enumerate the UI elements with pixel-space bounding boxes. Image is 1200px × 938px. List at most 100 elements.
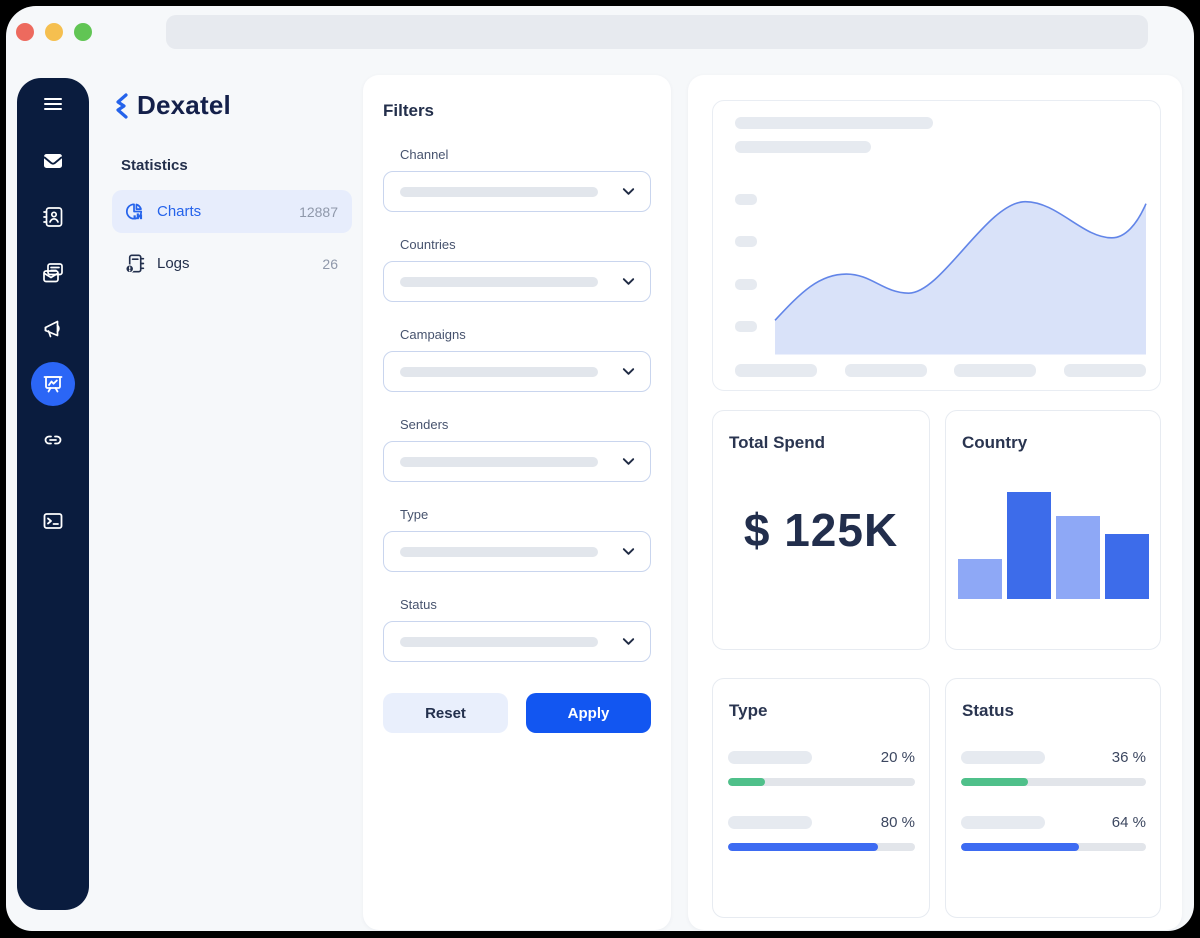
progress-fill	[961, 778, 1028, 786]
progress-percent: 80 %	[880, 813, 915, 831]
chevron-down-icon	[622, 278, 635, 285]
countries-select[interactable]	[383, 261, 651, 302]
type-card: Type 20 % 80 %	[712, 678, 930, 918]
progress-fill	[728, 778, 766, 786]
progress-percent: 20 %	[880, 748, 915, 766]
apply-button[interactable]: Apply	[526, 693, 651, 733]
progress-label-skeleton	[961, 815, 1045, 829]
progress-percent: 64 %	[1111, 813, 1146, 831]
filter-group-senders: Senders	[383, 417, 651, 482]
select-value-skeleton	[400, 636, 598, 647]
nav-item-label: Logs	[157, 255, 190, 272]
terminal-icon[interactable]	[41, 509, 65, 533]
x-tick-skeleton	[845, 364, 927, 377]
contacts-icon[interactable]	[41, 205, 65, 229]
overview-chart-card	[712, 100, 1161, 391]
bar	[958, 559, 1002, 599]
status-select[interactable]	[383, 621, 651, 662]
total-spend-card: Total Spend $ 125K	[712, 410, 930, 650]
senders-select[interactable]	[383, 441, 651, 482]
sidebar	[17, 78, 89, 910]
progress-row: 36 %	[961, 747, 1146, 786]
progress-row: 20 %	[728, 747, 915, 786]
bar	[1007, 492, 1051, 599]
nav-item-logs[interactable]: Logs 26	[112, 242, 352, 285]
select-value-skeleton	[400, 546, 598, 557]
area-chart	[774, 200, 1147, 355]
filter-group-campaigns: Campaigns	[383, 327, 651, 392]
filters-title: Filters	[383, 101, 435, 120]
campaigns-select[interactable]	[383, 351, 651, 392]
statistics-board-icon[interactable]	[31, 362, 75, 406]
app-window: Dexatel Statistics Charts 12887 Logs 26 …	[6, 6, 1194, 931]
filter-label: Senders	[400, 417, 449, 432]
progress-fill	[961, 843, 1080, 851]
bar	[1105, 534, 1149, 599]
country-card: Country	[945, 410, 1161, 650]
select-value-skeleton	[400, 186, 598, 197]
filters-panel: Filters Channel Countries Campaigns	[363, 75, 671, 930]
channel-select[interactable]	[383, 171, 651, 212]
zoom-window-button[interactable]	[74, 23, 92, 41]
filter-label: Countries	[400, 237, 456, 252]
progress-percent: 36 %	[1111, 748, 1146, 766]
chevron-down-icon	[622, 458, 635, 465]
megaphone-icon[interactable]	[41, 317, 65, 341]
filter-label: Channel	[400, 147, 449, 162]
progress-track	[961, 778, 1146, 786]
filter-label: Status	[400, 597, 437, 612]
x-tick-skeleton	[1064, 364, 1146, 377]
card-title: Total Spend	[729, 433, 826, 452]
select-value-skeleton	[400, 276, 598, 287]
menu-icon[interactable]	[41, 92, 65, 116]
chart-subtitle-skeleton	[735, 141, 871, 153]
country-bar-chart	[958, 492, 1149, 599]
y-tick-skeleton	[735, 236, 757, 247]
link-icon[interactable]	[41, 428, 65, 452]
progress-track	[728, 843, 915, 851]
nav-list: Charts 12887 Logs 26	[112, 190, 352, 285]
nav-item-charts[interactable]: Charts 12887	[112, 190, 352, 233]
app-logo-text: Dexatel	[137, 90, 231, 120]
reset-button[interactable]: Reset	[383, 693, 508, 733]
progress-row: 64 %	[961, 812, 1146, 851]
chart-title-skeleton	[735, 117, 933, 129]
chevron-down-icon	[622, 548, 635, 555]
minimize-window-button[interactable]	[45, 23, 63, 41]
pie-chart-icon	[126, 203, 143, 220]
browser-address-bar[interactable]	[166, 15, 1148, 49]
nav-item-count: 26	[322, 255, 338, 272]
progress-label-skeleton	[961, 750, 1045, 764]
y-tick-skeleton	[735, 279, 757, 290]
dexatel-logo-icon	[116, 92, 128, 119]
close-window-button[interactable]	[16, 23, 34, 41]
bar	[1056, 516, 1100, 599]
total-spend-value: $ 125K	[743, 504, 899, 556]
nav-item-count: 12887	[299, 203, 338, 220]
progress-track	[961, 843, 1146, 851]
progress-label-skeleton	[728, 750, 812, 764]
messages-icon[interactable]	[41, 261, 65, 285]
card-title: Type	[729, 701, 768, 720]
filter-group-type: Type	[383, 507, 651, 572]
card-title: Country	[962, 433, 1028, 452]
progress-row: 80 %	[728, 812, 915, 851]
filter-label: Campaigns	[400, 327, 466, 342]
chevron-down-icon	[622, 188, 635, 195]
filter-group-countries: Countries	[383, 237, 651, 302]
chevron-down-icon	[622, 368, 635, 375]
progress-fill	[728, 843, 878, 851]
dashboard-panel: Total Spend $ 125K Country Type 20 %	[688, 75, 1182, 930]
status-card: Status 36 % 64 %	[945, 678, 1161, 918]
x-tick-skeleton	[954, 364, 1036, 377]
type-select[interactable]	[383, 531, 651, 572]
progress-track	[728, 778, 915, 786]
nav-item-label: Charts	[157, 203, 202, 220]
progress-label-skeleton	[728, 815, 812, 829]
filter-group-channel: Channel	[383, 147, 651, 212]
nav-section-title: Statistics	[121, 157, 188, 174]
card-title: Status	[962, 701, 1014, 720]
app-logo: Dexatel	[113, 90, 231, 121]
inbox-icon[interactable]	[41, 149, 65, 173]
select-value-skeleton	[400, 456, 598, 467]
